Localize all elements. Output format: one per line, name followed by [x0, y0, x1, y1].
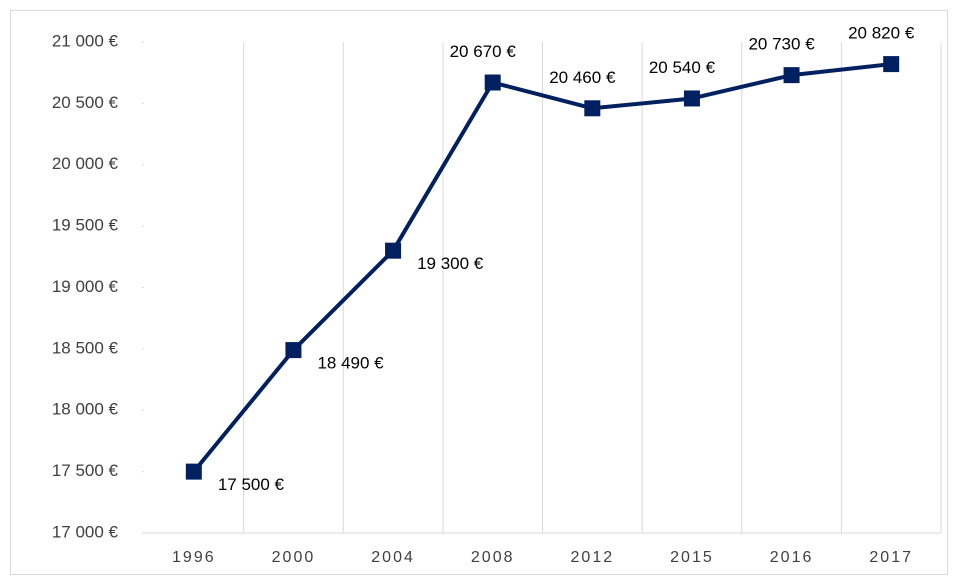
- y-tick-label: 19 000 €: [52, 277, 119, 296]
- x-tick-label: 1996: [172, 549, 216, 566]
- x-tick-label: 2008: [471, 549, 515, 566]
- data-label: 18 490 €: [317, 354, 384, 373]
- y-tick-label: 21 000 €: [52, 31, 119, 50]
- data-label: 20 820 €: [848, 24, 915, 43]
- x-tick-label: 2015: [670, 549, 714, 566]
- line: [192, 62, 892, 473]
- y-tick-label: 19 500 €: [52, 216, 119, 235]
- marker: [783, 67, 800, 84]
- x-tick-label: 2000: [272, 549, 316, 566]
- marker: [185, 463, 202, 480]
- x-tick-label: 2012: [571, 549, 615, 566]
- data-label: 20 460 €: [549, 68, 616, 87]
- y-tick-label: 18 500 €: [52, 338, 119, 357]
- data-label: 19 300 €: [417, 254, 484, 273]
- y-tick-label: 17 500 €: [52, 461, 119, 480]
- x-tick-label: 2017: [869, 549, 913, 566]
- marker: [883, 56, 900, 73]
- data-label: 20 730 €: [748, 35, 815, 54]
- marker: [385, 242, 402, 259]
- marker: [285, 342, 302, 359]
- data-label: 20 670 €: [450, 42, 517, 61]
- data-label: 17 500 €: [218, 475, 285, 494]
- y-tick-label: 20 500 €: [52, 93, 119, 112]
- marker: [584, 100, 601, 117]
- x-tick-label: 2004: [371, 549, 415, 566]
- x-tick-label: 2016: [770, 549, 814, 566]
- data-label: 20 540 €: [649, 58, 716, 77]
- y-tick-label: 18 000 €: [52, 400, 119, 419]
- marker: [484, 74, 501, 91]
- y-tick-label: 17 000 €: [52, 522, 119, 541]
- marker: [683, 90, 700, 107]
- y-tick-label: 20 000 €: [52, 154, 119, 173]
- chart-border: [10, 10, 948, 575]
